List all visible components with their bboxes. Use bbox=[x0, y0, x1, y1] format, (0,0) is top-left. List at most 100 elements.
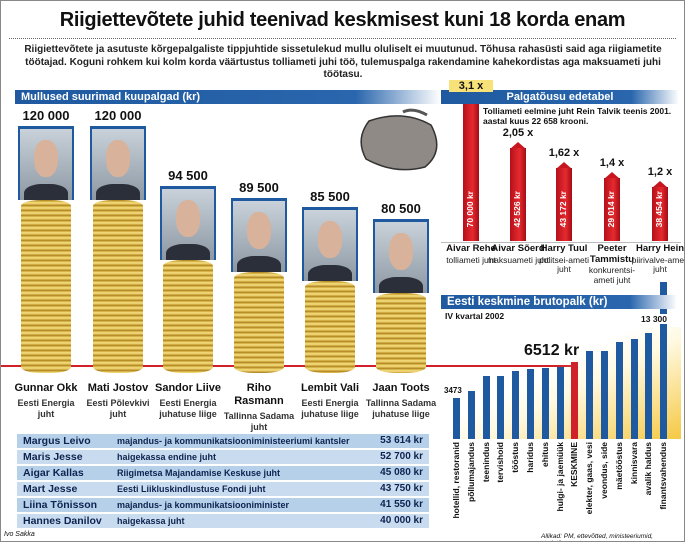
bar-salary-label: 42 526 kr bbox=[512, 191, 522, 228]
multiplier-label: 1,2 x bbox=[647, 165, 673, 178]
category-label: finantsvahendus bbox=[658, 442, 669, 510]
salary-value-label: 120 000 bbox=[22, 108, 70, 123]
salary-bar bbox=[556, 366, 564, 439]
row-name: Mart Jesse bbox=[23, 483, 78, 495]
person-role: tolliameti juht bbox=[446, 254, 496, 265]
person-column: Jaan Toots Tallinna Sadama juhatuse liige bbox=[365, 382, 437, 420]
purse-icon bbox=[360, 108, 438, 171]
person-role: politsei-ameti juht bbox=[538, 254, 590, 274]
page-title: Riigiettevõtete juhid teenivad keskmises… bbox=[59, 9, 626, 31]
salary-value-label: 120 000 bbox=[94, 108, 142, 123]
category-label: KESKMINE bbox=[569, 442, 580, 487]
row-position: Eesti Liikluskindlustuse Fondi juht bbox=[117, 484, 266, 494]
person-column: Harry Tuul politsei-ameti juht bbox=[533, 243, 595, 275]
avg-salary-header: Eesti keskmine brutopalk (kr) bbox=[441, 295, 677, 309]
row-salary: 52 700 kr bbox=[380, 451, 423, 462]
coin-stack-bar bbox=[163, 259, 213, 373]
row-name: Aigar Kallas bbox=[23, 467, 84, 479]
multiplier-label: 1,4 x bbox=[599, 156, 625, 169]
portrait-photo bbox=[90, 126, 146, 200]
category-label: haridus bbox=[525, 442, 535, 473]
arrow-tip bbox=[604, 171, 620, 179]
category-label: põllumajandus bbox=[465, 442, 476, 502]
category-label: avalik haldus bbox=[643, 442, 654, 496]
author-credit: Ivo Sakka bbox=[4, 531, 35, 538]
salary-value-label: 80 500 bbox=[381, 200, 421, 216]
table-row: Margus Leivo majandus- ja kommunikatsioon… bbox=[17, 434, 429, 450]
coin-stack-bar bbox=[234, 271, 284, 373]
salary-bar bbox=[601, 351, 608, 439]
row-name: Hannes Danilov bbox=[23, 515, 102, 527]
row-position: majandus- ja kommunikatsiooniminister bbox=[117, 500, 290, 510]
multiplier-label: 2,05 x bbox=[502, 127, 534, 140]
person-role: Eesti Põlevkivi juht bbox=[86, 398, 150, 419]
gold-wedge bbox=[453, 327, 681, 439]
salary-value-label: 94 500 bbox=[168, 167, 208, 183]
row-name: Maris Jesse bbox=[23, 451, 83, 463]
person-column: Peeter Tammistu konkurentsi-ameti juht bbox=[581, 243, 643, 285]
person-role: maksuameti juht bbox=[487, 254, 549, 265]
growth-bar bbox=[652, 186, 668, 241]
salary-bar bbox=[660, 282, 668, 439]
salary-bar bbox=[497, 376, 505, 439]
salary-bar bbox=[527, 369, 534, 439]
average-salary-line bbox=[1, 365, 576, 367]
person-column: Lembit Vali Eesti Energia juhatuse liige bbox=[294, 382, 366, 420]
row-position: Riigimetsa Majandamise Keskuse juht bbox=[117, 468, 281, 478]
person-column: Gunnar Okk Eesti Energia juht bbox=[10, 382, 82, 420]
source-credit: Allikad: PM, ettevõtted, ministeeriumid,… bbox=[541, 533, 653, 541]
person-role: Eesti Energia juht bbox=[17, 398, 75, 419]
salary-bar bbox=[453, 398, 460, 439]
intro-text: Riigiettevõtete ja asutuste kõrgepalgali… bbox=[24, 44, 662, 80]
bar-salary-label: 70 000 kr bbox=[465, 191, 475, 228]
growth-bar bbox=[604, 177, 620, 241]
category-label: ehitus bbox=[539, 442, 550, 468]
table-row: Maris Jesse haigekassa endine juht 52 700 … bbox=[17, 450, 429, 466]
dotted-divider bbox=[9, 38, 676, 39]
row-name: Liina Tõnisson bbox=[23, 499, 98, 511]
person-name: Harry Hein bbox=[635, 243, 685, 254]
salary-bar bbox=[630, 339, 638, 439]
category-label: mäetööstus bbox=[613, 442, 624, 490]
person-name: Riho Rasmann bbox=[234, 382, 284, 407]
bar-salary-label: 43 172 kr bbox=[558, 191, 568, 228]
person-column: Sandor Liive Eesti Energia juhatuse liige bbox=[152, 382, 224, 420]
person-name: Jaan Toots bbox=[372, 382, 430, 394]
row-position: majandus- ja kommunikatsiooniministeeriu… bbox=[117, 436, 350, 446]
person-column: Harry Hein piirivalve-ameti juht bbox=[629, 243, 685, 275]
salary-bar bbox=[645, 333, 653, 439]
person-name: Aivar Rehe bbox=[446, 243, 496, 254]
row-salary: 45 080 kr bbox=[380, 467, 423, 478]
growth-bar bbox=[463, 101, 479, 241]
arrow-tip bbox=[510, 142, 526, 150]
multiplier-label: 1,62 x bbox=[548, 146, 580, 159]
person-name: Harry Tuul bbox=[540, 243, 588, 254]
salary-value-label: 85 500 bbox=[310, 189, 350, 205]
person-name: Lembit Vali bbox=[300, 382, 360, 394]
category-label: elekter, gaas, vesi bbox=[584, 442, 595, 515]
bar-salary-label: 38 454 kr bbox=[654, 191, 664, 228]
growth-bar bbox=[556, 167, 572, 241]
person-name: Gunnar Okk bbox=[14, 382, 78, 394]
coin-stack-bar bbox=[376, 292, 426, 373]
person-name: Mati Jostov bbox=[87, 382, 149, 394]
person-name: Aivar Sõerd bbox=[491, 243, 545, 254]
category-label: veondus, side bbox=[599, 442, 609, 499]
table-row: Aigar Kallas Riigimetsa Majandamise Kesku… bbox=[17, 466, 429, 482]
portrait-photo bbox=[302, 207, 358, 282]
multiplier-label: 3,1 x bbox=[449, 80, 493, 92]
salary-bar bbox=[467, 391, 475, 439]
table-row: Hannes Danilov haigekassa juht 40 000 kr bbox=[17, 514, 429, 530]
table-row: Liina Tõnisson majandus- ja kommunikatsio… bbox=[17, 498, 429, 514]
coin-stack-bar bbox=[305, 281, 355, 373]
growth-bar bbox=[510, 148, 526, 241]
bar-salary-label: 29 014 kr bbox=[606, 191, 616, 228]
row-name: Margus Leivo bbox=[23, 435, 91, 447]
category-label: hulgi- ja jaemüük bbox=[554, 442, 565, 512]
category-label: teenindus bbox=[480, 442, 491, 483]
row-position: haigekassa juht bbox=[117, 516, 185, 526]
salary-growth-note: Tolliameti eelmine juht Rein Talvik teen… bbox=[483, 106, 672, 126]
portrait-photo bbox=[18, 126, 74, 200]
coin-stack-bar bbox=[93, 200, 143, 373]
